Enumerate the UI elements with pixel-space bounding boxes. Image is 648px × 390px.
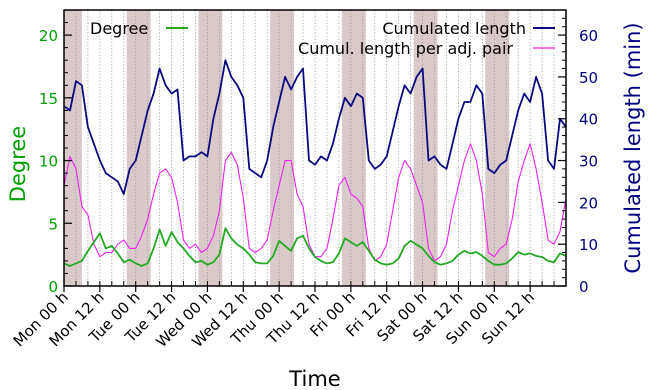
legend-pair: Cumul. length per adj. pair	[298, 39, 555, 58]
right-tick-label: 10	[579, 236, 598, 254]
night-band	[485, 10, 510, 286]
right-tick-label: 0	[579, 278, 589, 296]
right-tick-label: 50	[579, 69, 598, 87]
right-tick-label: 30	[579, 153, 598, 171]
night-band	[413, 10, 438, 286]
left-axis-label: Degree	[6, 126, 30, 202]
right-axis-label: Cumulated length (min)	[621, 22, 645, 273]
left-tick-label: 0	[48, 278, 58, 296]
series-cumulated-line	[63, 59, 567, 195]
legend-pair-label: Cumul. length per adj. pair	[298, 39, 513, 58]
legend-cumulated-label: Cumulated length	[382, 19, 526, 38]
left-tick-label: 15	[39, 90, 58, 108]
left-axis: 0 5 10 15 20	[39, 22, 72, 296]
vertical-grid	[75, 10, 555, 286]
left-tick-label: 5	[48, 215, 58, 233]
series-lines	[63, 59, 567, 267]
right-tick-label: 40	[579, 111, 598, 129]
legend-degree: Degree	[90, 19, 188, 38]
night-bands	[64, 10, 510, 286]
right-tick-label: 20	[579, 194, 598, 212]
night-band	[341, 10, 366, 286]
right-axis: 0 10 20 30 40 50 60	[558, 17, 598, 296]
night-band	[64, 10, 82, 286]
series-degree-line	[63, 227, 567, 267]
left-tick-label: 10	[39, 153, 58, 171]
night-band	[198, 10, 223, 286]
legend-cumulated: Cumulated length	[382, 19, 555, 38]
legend-degree-label: Degree	[90, 19, 148, 38]
left-tick-label: 20	[39, 27, 58, 45]
right-tick-label: 60	[579, 27, 598, 45]
x-axis-label: Time	[288, 367, 340, 390]
night-band	[270, 10, 295, 286]
